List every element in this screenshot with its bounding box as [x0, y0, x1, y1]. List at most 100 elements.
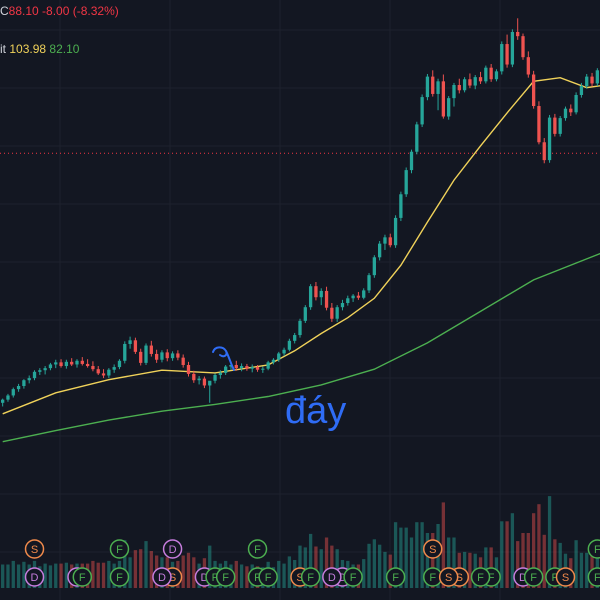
volume-bar — [452, 537, 456, 588]
event-marker[interactable]: F — [587, 539, 600, 559]
volume-bar — [298, 545, 302, 588]
event-marker[interactable]: F — [470, 567, 491, 587]
candle-body — [590, 76, 594, 84]
volume-bar — [181, 555, 185, 588]
volume-bar — [6, 564, 10, 588]
event-marker-letter: S — [456, 572, 463, 584]
candle-body — [372, 257, 376, 276]
volume-bar — [208, 545, 212, 588]
volume-bar — [500, 521, 504, 588]
volume-bar — [101, 562, 106, 588]
event-marker[interactable]: S — [438, 567, 459, 587]
event-markers[interactable]: SDDFFDSDDFFSDSFDFFFFFFFFDFFSFSFFS — [24, 539, 600, 587]
ma-slow-line — [2, 252, 600, 443]
volume-bar — [139, 549, 143, 588]
volume-bar — [245, 566, 249, 588]
candle-body — [149, 345, 153, 354]
candle-body — [478, 77, 483, 82]
event-marker-circle — [109, 539, 130, 559]
candle-body — [531, 74, 536, 107]
candle-body — [468, 79, 472, 86]
event-marker-letter: S — [296, 572, 303, 584]
event-marker[interactable]: F — [300, 567, 321, 587]
candle-body — [192, 373, 196, 381]
candle-body — [154, 353, 159, 360]
volume-bar — [362, 559, 366, 588]
ma-fast-line — [2, 76, 600, 415]
event-marker[interactable]: F — [109, 567, 130, 587]
candle-body — [595, 70, 599, 84]
candle-body — [59, 362, 63, 367]
event-marker[interactable]: D — [162, 539, 183, 559]
event-marker-letter: F — [594, 544, 600, 556]
volume-bar — [149, 551, 153, 588]
volume-bar — [372, 539, 376, 588]
event-marker[interactable]: D — [24, 567, 45, 587]
event-marker-letter: F — [212, 572, 219, 584]
event-marker[interactable]: F — [258, 567, 278, 587]
event-marker[interactable]: F — [72, 567, 93, 587]
volume-bar — [521, 533, 525, 588]
event-marker[interactable]: F — [109, 539, 130, 559]
event-marker[interactable]: F — [215, 567, 236, 587]
candle-body — [356, 295, 361, 298]
volume-bar — [468, 552, 472, 588]
event-marker-letter: F — [265, 572, 272, 584]
candle-body — [585, 76, 589, 87]
candle-body — [277, 353, 281, 360]
volume-bar — [107, 560, 111, 588]
event-marker[interactable]: F — [343, 567, 363, 587]
event-marker-letter: F — [488, 572, 495, 584]
event-marker-circle — [523, 567, 544, 587]
candle-body — [133, 340, 138, 352]
candle-body — [197, 378, 201, 381]
candle-body — [563, 108, 568, 119]
candle-body — [239, 366, 244, 369]
event-marker-circle — [247, 539, 268, 559]
candle-body — [64, 361, 69, 367]
event-marker-letter: F — [477, 572, 484, 584]
event-marker-letter: D — [339, 572, 347, 584]
candle-body — [144, 345, 148, 363]
candle-body — [261, 368, 265, 370]
volume-bar — [144, 541, 148, 588]
event-marker-circle — [258, 567, 278, 587]
event-marker-circle — [587, 567, 600, 587]
event-marker[interactable]: F — [247, 539, 268, 559]
candle-body — [107, 369, 111, 376]
candle-body — [447, 98, 451, 117]
event-marker-letter: S — [445, 572, 452, 584]
event-marker[interactable]: F — [587, 567, 600, 587]
candle-body — [11, 389, 15, 396]
candle-body — [330, 307, 334, 319]
candle-body — [43, 368, 47, 371]
candle-body — [558, 118, 562, 134]
volume-bar — [54, 563, 58, 588]
ma-value-2: 82.10 — [49, 42, 80, 56]
event-marker[interactable]: S — [555, 567, 576, 587]
candle-body — [308, 286, 313, 308]
candle-body — [409, 151, 414, 171]
volume-bar — [11, 560, 15, 588]
event-marker[interactable]: S — [422, 539, 443, 559]
event-marker-letter: D — [169, 544, 177, 556]
event-marker[interactable]: D — [152, 567, 172, 587]
candle-body — [101, 373, 106, 376]
candle-body — [569, 108, 573, 113]
volume-bar — [239, 564, 244, 588]
ma-value-1: 103.98 — [9, 42, 47, 56]
volume-bar — [186, 552, 191, 588]
candle-body — [494, 71, 499, 80]
event-marker[interactable]: F — [523, 567, 544, 587]
event-marker[interactable]: F — [385, 567, 406, 587]
event-marker[interactable]: S — [24, 539, 45, 559]
event-marker-letter: D — [328, 572, 336, 584]
candle-body — [436, 81, 440, 94]
candle-body — [346, 298, 350, 304]
event-marker[interactable]: D — [322, 567, 342, 587]
volume-bar — [431, 533, 435, 588]
candle-body — [415, 124, 419, 152]
candle-body — [224, 366, 228, 373]
